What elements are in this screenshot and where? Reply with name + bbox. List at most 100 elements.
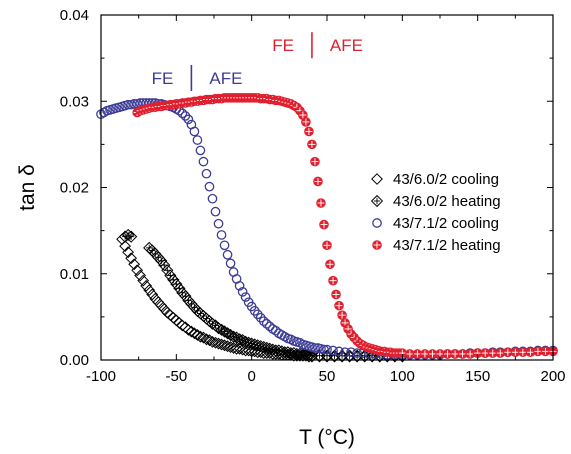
series-2-point-46-shape: [234, 280, 245, 291]
series-2-point-55: [261, 318, 272, 329]
series-0-point-28-shape: [200, 333, 213, 346]
y-tick-label-1: 0.01: [60, 266, 89, 283]
series-2-point-71-shape: [310, 343, 320, 353]
series-2-point-42: [222, 249, 233, 260]
series-2-point-47-shape: [237, 287, 248, 297]
series-3-point-58: [307, 139, 317, 150]
series-0-point-5: [131, 264, 144, 277]
legend-marker-shape-0: [371, 173, 383, 185]
series-2-point-77: [334, 346, 344, 357]
series-2-point-79: [346, 347, 356, 358]
legend-marker-shape-2-shape: [372, 218, 382, 228]
series-0-point-9-shape: [143, 284, 156, 297]
series-3-point-60: [313, 176, 323, 187]
y-tick-label-0: 0.00: [60, 352, 89, 369]
x-axis-title: T (°C): [299, 426, 355, 449]
series-3: [132, 93, 558, 359]
series-0-point-26-shape: [194, 330, 207, 343]
series-2-point-80-shape: [352, 348, 362, 358]
red-afe-label: AFE: [330, 36, 363, 55]
legend-marker-shape-1: [370, 194, 384, 208]
series-1-point-13-shape: [173, 282, 186, 295]
series-2-point-79-shape: [346, 347, 356, 358]
series-2-point-77-shape: [334, 346, 344, 357]
series-0-point-36: [224, 341, 237, 353]
legend-marker-shape-3: [372, 240, 382, 250]
series-2-point-39: [213, 218, 224, 229]
series-2-point-41: [219, 240, 230, 251]
series-1-point-33-shape: [233, 333, 246, 346]
series-3-point-62: [319, 219, 329, 230]
series-0-point-1: [119, 240, 132, 253]
series-1-point-12-shape: [170, 277, 183, 291]
series-3-point-61: [316, 198, 326, 208]
series-2-point-29: [183, 114, 194, 125]
series-0-point-24: [188, 327, 201, 340]
series-3-point-65: [328, 275, 338, 286]
series-2-point-43: [225, 258, 236, 269]
series-2-point-43-shape: [225, 258, 236, 269]
legend-item-3: 43/7.1/2 heating: [372, 237, 501, 254]
series-2-point-38-shape: [210, 206, 221, 217]
series-1-point-30-shape: [224, 328, 237, 342]
series-2-point-76-shape: [328, 345, 338, 356]
series-0-point-5-shape: [131, 264, 144, 277]
series-1-point-10-shape: [164, 269, 177, 282]
y-axis-title: tan δ: [16, 164, 39, 211]
x-tick-label-3: 50: [319, 368, 336, 385]
series-2-point-35: [201, 168, 212, 179]
legend-marker-shape-2: [372, 218, 382, 228]
series-2-point-9-shape: [123, 99, 133, 110]
series-3-point-64: [325, 259, 335, 270]
x-tick-label-4: 100: [390, 368, 415, 385]
blue-fe-label: FE: [152, 69, 174, 88]
series-0-point-23: [185, 325, 198, 338]
series-2-point-36: [204, 181, 215, 192]
series-2-point-36-shape: [204, 181, 215, 192]
legend-label-3: 43/7.1/2 heating: [393, 237, 501, 254]
x-tick-label-2: 0: [247, 368, 255, 385]
series-0-point-28: [200, 333, 213, 346]
series-2-point-42-shape: [222, 249, 233, 260]
series-2-point-39-shape: [213, 218, 224, 229]
series-3-point-59: [310, 156, 320, 167]
x-axis-ticks: -100 -50 0 50 100 150 200: [86, 15, 566, 385]
series-2-point-32: [192, 135, 203, 145]
series-2-point-54: [258, 316, 269, 327]
y-tick-label-3: 0.03: [60, 93, 89, 110]
series-0-point-10-shape: [146, 288, 159, 301]
y-axis-ticks: 0.00 0.01 0.02 0.03 0.04: [60, 7, 553, 369]
series-2-point-31: [189, 126, 200, 137]
plot-content: [96, 93, 558, 363]
series-3-point-67: [334, 300, 344, 311]
series-0-point-32-shape: [212, 337, 225, 350]
x-tick-label-5: 150: [465, 368, 490, 385]
series-0-point-29-shape: [203, 334, 216, 347]
series-3-point-56: [301, 117, 311, 127]
series-0-point-27: [197, 331, 210, 344]
series-2-point-46: [234, 280, 245, 291]
series-0-point-2: [122, 246, 135, 259]
series-3-point-90: [412, 349, 423, 359]
series-3-point-89: [405, 349, 415, 359]
series-1-point-24-shape: [206, 317, 219, 330]
series-3-point-91: [420, 349, 430, 359]
legend-marker-shape-0-shape: [371, 173, 383, 185]
series-2-point-34: [198, 156, 209, 167]
series-0-point-34: [218, 339, 231, 352]
series-3-point-101: [495, 348, 506, 358]
series-2-point-48: [240, 292, 251, 302]
series-1-point-28-shape: [218, 325, 231, 338]
red-fe-label: FE: [272, 36, 294, 55]
series-2-point-31-shape: [189, 126, 200, 137]
series-2-point-75-shape: [322, 344, 332, 355]
series-2-point-32-shape: [192, 135, 203, 145]
series-0-point-22-shape: [182, 323, 195, 336]
series-0-point-9: [143, 284, 156, 297]
series-0-point-4-shape: [128, 258, 141, 271]
series-3-point-100: [487, 348, 498, 358]
legend-marker-shape-1-shape: [370, 194, 384, 208]
series-2-point-37: [207, 193, 218, 204]
series-0-point-31: [209, 336, 222, 349]
